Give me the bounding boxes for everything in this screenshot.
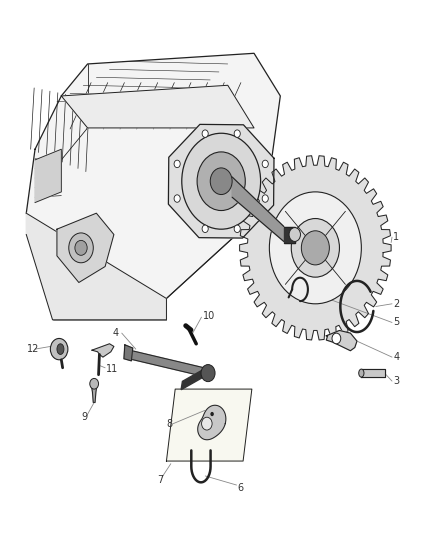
Polygon shape: [61, 85, 254, 128]
Text: 1: 1: [393, 232, 399, 242]
Circle shape: [202, 130, 208, 138]
Circle shape: [262, 195, 268, 202]
Polygon shape: [166, 389, 252, 461]
Polygon shape: [168, 124, 274, 238]
Polygon shape: [26, 53, 280, 298]
Text: 4: 4: [113, 328, 119, 338]
Circle shape: [69, 233, 93, 263]
Text: 4: 4: [393, 352, 399, 362]
Polygon shape: [181, 369, 205, 390]
Circle shape: [202, 225, 208, 232]
Circle shape: [174, 195, 180, 202]
Text: 11: 11: [106, 364, 118, 374]
Polygon shape: [124, 345, 133, 361]
Circle shape: [174, 160, 180, 168]
Circle shape: [201, 417, 212, 430]
Circle shape: [197, 152, 245, 211]
Circle shape: [291, 219, 339, 277]
Ellipse shape: [359, 369, 364, 377]
Polygon shape: [92, 386, 97, 402]
Text: 12: 12: [27, 344, 39, 354]
Circle shape: [182, 133, 261, 229]
Polygon shape: [198, 405, 226, 440]
Polygon shape: [361, 369, 385, 377]
Ellipse shape: [57, 344, 64, 354]
Circle shape: [75, 240, 87, 255]
Circle shape: [234, 225, 240, 232]
Text: 10: 10: [203, 311, 215, 320]
Circle shape: [262, 160, 268, 168]
Bar: [284, 227, 295, 243]
Polygon shape: [35, 149, 61, 203]
Text: 6: 6: [238, 483, 244, 492]
Polygon shape: [128, 350, 209, 377]
Text: 8: 8: [166, 419, 173, 429]
Polygon shape: [240, 156, 391, 340]
Text: 9: 9: [81, 412, 87, 422]
Circle shape: [90, 378, 99, 389]
Text: 3: 3: [393, 376, 399, 386]
Circle shape: [50, 338, 68, 360]
Polygon shape: [326, 330, 357, 351]
Polygon shape: [26, 213, 166, 320]
Circle shape: [210, 168, 232, 195]
Polygon shape: [232, 177, 284, 241]
Circle shape: [234, 130, 240, 138]
Circle shape: [332, 333, 341, 344]
Polygon shape: [92, 344, 114, 357]
Text: 5: 5: [393, 318, 399, 327]
Circle shape: [289, 228, 300, 241]
Text: 7: 7: [158, 475, 164, 484]
Circle shape: [201, 365, 215, 382]
Circle shape: [210, 412, 214, 416]
Circle shape: [269, 192, 361, 304]
Text: 2: 2: [393, 299, 399, 309]
Circle shape: [301, 231, 329, 265]
Polygon shape: [57, 213, 114, 282]
